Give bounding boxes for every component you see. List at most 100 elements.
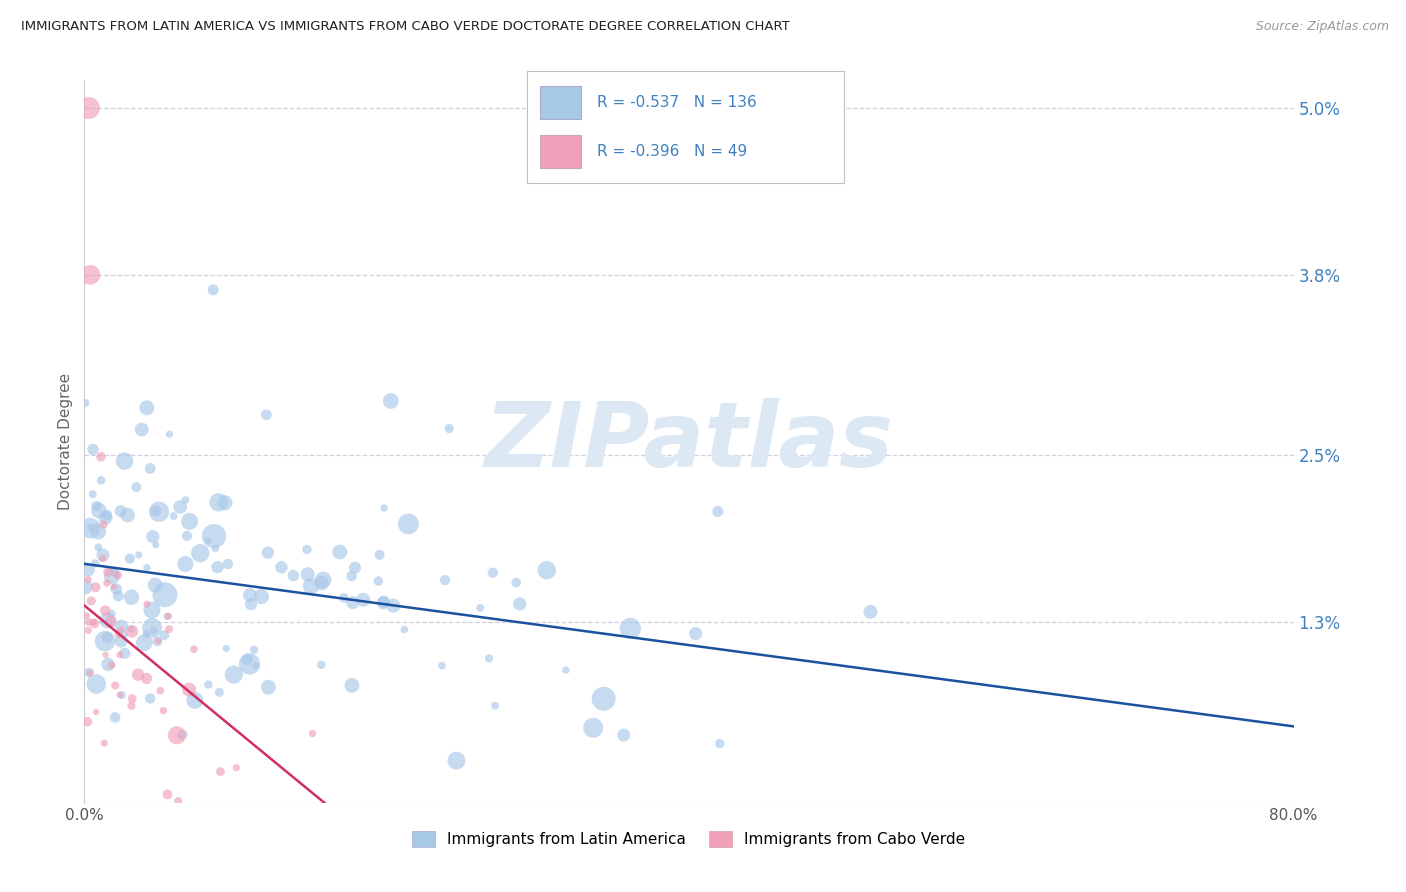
Point	[121, 691, 143, 706]
Point	[283, 568, 305, 582]
Point	[94, 604, 117, 618]
Point	[197, 533, 219, 548]
Point	[93, 736, 115, 750]
Point	[484, 698, 506, 713]
Point	[709, 737, 731, 751]
Text: Source: ZipAtlas.com: Source: ZipAtlas.com	[1256, 20, 1389, 33]
Point	[114, 454, 136, 468]
Point	[309, 657, 332, 672]
Point	[197, 677, 219, 691]
Point	[146, 634, 169, 648]
Point	[136, 560, 159, 574]
Point	[77, 101, 100, 115]
Point	[128, 548, 150, 562]
Point	[82, 442, 104, 457]
Point	[340, 678, 363, 692]
Point	[373, 594, 395, 608]
Point	[209, 764, 232, 779]
Point	[478, 651, 501, 665]
Point	[174, 557, 197, 571]
Point	[84, 580, 107, 594]
Point	[270, 560, 292, 574]
Point	[707, 504, 730, 518]
Point	[110, 619, 132, 633]
Point	[120, 698, 142, 713]
Point	[207, 560, 229, 574]
Point	[111, 688, 134, 702]
Point	[202, 283, 225, 297]
Point	[82, 615, 104, 630]
Point	[859, 605, 882, 619]
Point	[108, 648, 131, 662]
Point	[239, 657, 262, 671]
Point	[352, 592, 374, 607]
Point	[685, 626, 707, 640]
Point	[97, 565, 120, 579]
Point	[312, 573, 335, 587]
Point	[96, 508, 118, 522]
Point	[131, 423, 153, 437]
Point	[333, 591, 356, 605]
Point	[430, 658, 453, 673]
Point	[222, 667, 245, 681]
Point	[110, 504, 132, 518]
Point	[83, 616, 105, 631]
Point	[104, 566, 127, 580]
Point	[554, 663, 576, 677]
Point	[311, 576, 333, 591]
Point	[297, 567, 319, 582]
Point	[87, 524, 110, 539]
Text: IMMIGRANTS FROM LATIN AMERICA VS IMMIGRANTS FROM CABO VERDE DOCTORATE DEGREE COR: IMMIGRANTS FROM LATIN AMERICA VS IMMIGRA…	[21, 20, 790, 33]
Point	[141, 603, 163, 617]
Point	[87, 503, 110, 517]
Point	[396, 516, 419, 531]
Point	[77, 624, 100, 638]
Point	[179, 514, 201, 528]
Point	[207, 495, 229, 509]
Point	[77, 615, 100, 629]
Point	[257, 680, 280, 694]
Point	[446, 754, 468, 768]
Point	[148, 505, 170, 519]
Point	[135, 401, 157, 415]
Point	[77, 573, 100, 587]
Point	[87, 541, 110, 555]
Point	[145, 538, 167, 552]
Y-axis label: Doctorate Degree: Doctorate Degree	[58, 373, 73, 510]
Point	[214, 496, 236, 510]
Point	[225, 761, 247, 775]
Point	[482, 566, 505, 580]
Point	[125, 480, 148, 494]
Point	[104, 710, 127, 724]
Point	[110, 634, 132, 648]
Point	[100, 615, 122, 629]
Point	[108, 688, 131, 702]
Point	[177, 682, 200, 697]
Point	[156, 787, 179, 801]
Point	[79, 521, 101, 535]
Point	[110, 623, 132, 637]
Point	[141, 621, 163, 635]
Point	[592, 691, 614, 706]
Point	[368, 548, 391, 562]
Point	[437, 422, 460, 436]
Point	[96, 630, 118, 644]
Text: R = -0.396   N = 49: R = -0.396 N = 49	[596, 145, 747, 159]
Point	[139, 691, 162, 706]
Point	[75, 396, 97, 410]
Point	[107, 589, 129, 603]
Point	[100, 607, 122, 621]
Point	[107, 568, 129, 582]
Point	[176, 529, 198, 543]
Point	[84, 705, 107, 719]
Point	[82, 487, 104, 501]
Text: ZIPatlas: ZIPatlas	[485, 398, 893, 485]
Point	[93, 517, 115, 532]
Point	[239, 588, 262, 602]
Point	[156, 609, 179, 624]
FancyBboxPatch shape	[540, 135, 581, 169]
Point	[157, 622, 180, 636]
Point	[135, 627, 157, 641]
Point	[90, 474, 112, 488]
FancyBboxPatch shape	[540, 86, 581, 120]
